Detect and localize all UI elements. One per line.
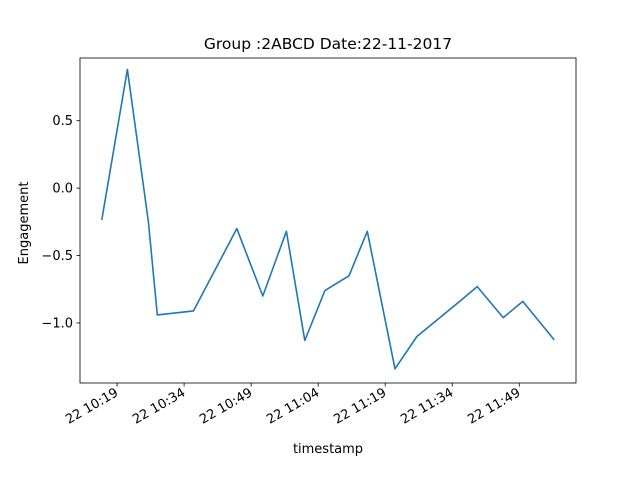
y-tick-label: 0.0	[52, 182, 73, 197]
chart-title: Group :2ABCD Date:22-11-2017	[204, 35, 452, 53]
y-tick-label: −1.0	[41, 316, 73, 331]
x-axis-title: timestamp	[293, 442, 363, 457]
series-line	[100, 68, 555, 370]
y-tick-label: 0.5	[52, 114, 73, 129]
plot-frame	[79, 57, 577, 384]
y-axis-title: Engagement	[17, 182, 32, 265]
y-tick-label: −0.5	[41, 249, 73, 264]
